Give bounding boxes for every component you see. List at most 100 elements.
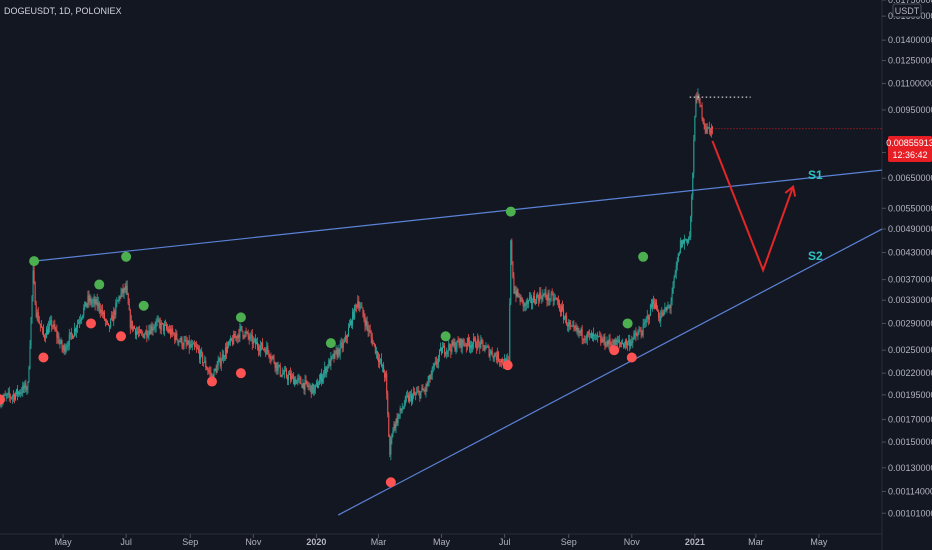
candle-body	[483, 345, 485, 351]
candle-body	[529, 296, 531, 298]
candle-body	[422, 387, 424, 391]
candle-body	[538, 296, 540, 302]
candle-body	[542, 294, 544, 300]
candle-body	[523, 303, 525, 307]
candle-body	[600, 336, 602, 343]
candle-body	[110, 319, 112, 328]
candle-body	[208, 370, 210, 372]
candle-body	[171, 328, 173, 336]
candle-body	[186, 343, 188, 345]
candle-body	[216, 365, 218, 373]
candle-body	[573, 325, 575, 327]
candle-body	[233, 334, 235, 345]
candle-body	[398, 414, 400, 417]
candle-body	[593, 333, 595, 336]
candle-body	[485, 346, 487, 350]
candle-body	[265, 349, 267, 355]
candle-body	[416, 392, 418, 394]
candle-body	[49, 322, 51, 327]
candle-body	[151, 326, 153, 331]
candle-body	[175, 332, 177, 341]
candle-body	[313, 388, 315, 393]
candle-body	[16, 389, 18, 395]
candle-body	[84, 301, 86, 308]
candle-body	[459, 339, 461, 346]
price-tick-label: 0.00101000	[888, 508, 932, 518]
candle-body	[12, 394, 14, 397]
candle-body	[333, 354, 335, 359]
candle-body	[77, 323, 79, 329]
candle-body	[488, 346, 490, 357]
candle-body	[382, 365, 384, 366]
candle-body	[638, 330, 640, 333]
currency-badge-label: USDT	[895, 6, 920, 16]
candle-body	[465, 344, 467, 347]
candle-body	[33, 270, 35, 283]
candle-body	[636, 335, 638, 337]
candle-body	[168, 329, 170, 332]
candle-body	[250, 334, 252, 336]
candle-body	[615, 339, 617, 346]
candle-body	[205, 360, 207, 368]
candle-body	[67, 345, 69, 347]
candle-body	[32, 270, 34, 297]
candle-body	[447, 350, 449, 352]
candle-body	[421, 387, 423, 392]
candle-body	[384, 372, 386, 378]
candle-body	[330, 356, 332, 366]
candle-body	[588, 333, 590, 335]
candle-body	[493, 353, 495, 359]
candle-body	[404, 396, 406, 405]
candle-body	[360, 306, 362, 308]
candle-body	[202, 353, 204, 364]
candle-body	[517, 289, 519, 297]
price-tick-label: 0.00114000	[888, 486, 932, 496]
candle-body	[66, 345, 68, 348]
last-price-tag: 0.00855913 12:36:42	[886, 136, 932, 162]
candle-body	[436, 362, 438, 365]
candle-body	[320, 374, 322, 380]
candle-body	[285, 370, 287, 377]
pivot-high-marker	[235, 312, 246, 323]
candle-body	[104, 319, 106, 321]
candle-body	[648, 315, 650, 320]
candle-body	[278, 364, 280, 366]
candle-body	[257, 346, 259, 351]
candle-body	[300, 378, 302, 385]
candle-body	[655, 302, 657, 309]
candle-body	[18, 391, 20, 395]
candle-body	[646, 315, 648, 319]
candle-body	[226, 346, 228, 353]
candle-body	[582, 338, 584, 340]
candle-body	[518, 295, 520, 297]
candle-body	[635, 333, 637, 336]
candle-body	[598, 336, 600, 338]
candle-body	[452, 341, 454, 346]
candle-body	[29, 346, 31, 369]
candle-body	[225, 347, 227, 353]
time-axis[interactable]: May Jul Sep Nov 2020 Mar May Jul Sep Nov 2021 Mar Ma…	[55, 534, 828, 547]
candle-body	[332, 354, 334, 357]
candle-body	[617, 340, 619, 342]
candle-body	[467, 338, 469, 343]
currency-badge[interactable]: USDT	[892, 3, 922, 18]
candle-body	[134, 328, 136, 335]
candle-body	[163, 324, 165, 331]
candle-body	[280, 375, 282, 377]
candle-body	[267, 346, 269, 351]
candle-body	[662, 312, 664, 316]
candle-body	[553, 298, 555, 302]
candle-body	[709, 128, 711, 134]
candle-body	[689, 237, 691, 238]
candle-body	[390, 439, 392, 455]
candle-body	[566, 315, 568, 326]
candle-body	[210, 372, 212, 376]
candle-body	[341, 342, 343, 348]
candle-body	[694, 116, 696, 141]
candle-body	[167, 328, 169, 330]
candle-body	[444, 345, 446, 355]
pivot-low-marker	[609, 345, 620, 356]
candle-body	[228, 341, 230, 347]
candle-body	[87, 295, 89, 304]
